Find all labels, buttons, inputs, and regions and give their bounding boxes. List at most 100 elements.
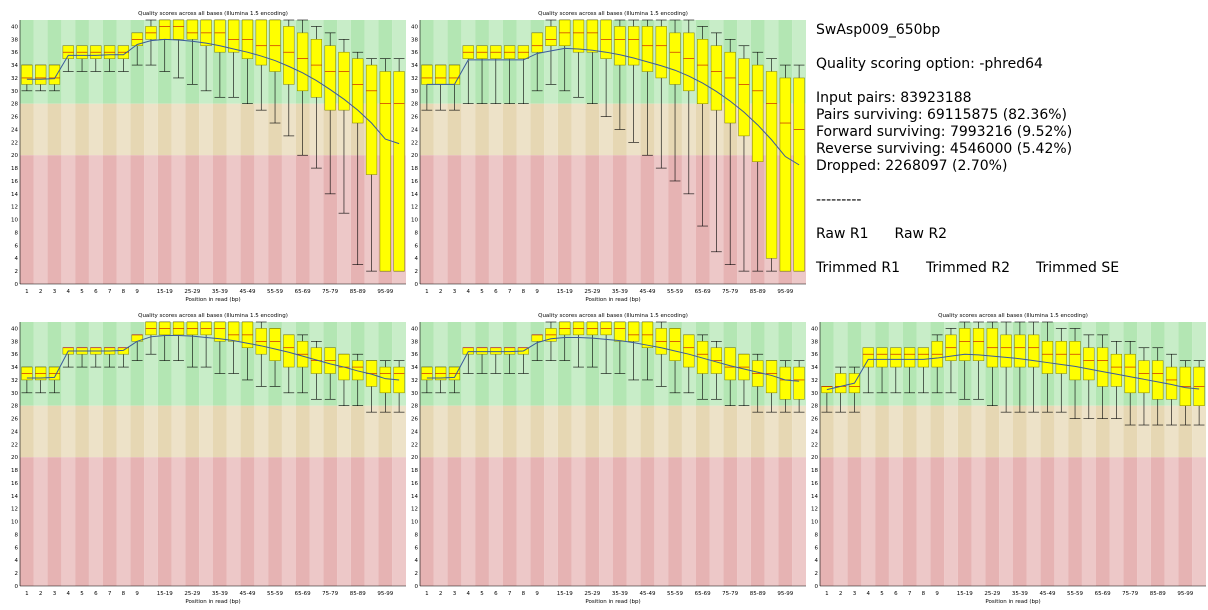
zone-orange-stripe: [1150, 405, 1165, 458]
x-tick-label: 85-89: [750, 591, 766, 597]
zone-red-stripe: [226, 155, 241, 284]
zone-orange-stripe: [378, 405, 393, 458]
zone-orange-stripe: [157, 405, 172, 458]
zone-red-stripe: [323, 457, 338, 586]
y-tick-label: 38: [811, 339, 818, 345]
zone-orange-stripe: [530, 405, 545, 458]
quartile-box: [890, 347, 902, 368]
quartile-box: [1124, 353, 1136, 394]
zone-orange-stripe: [350, 405, 365, 458]
zone-red-stripe: [433, 155, 448, 284]
x-tick-label: 7: [508, 591, 512, 597]
y-tick-label: 0: [815, 584, 819, 590]
x-tick-label: 15-19: [957, 591, 973, 597]
x-tick-label: 2: [839, 591, 843, 597]
zone-orange-stripe: [516, 405, 531, 458]
mean-line: [426, 47, 800, 166]
reverse-surviving: Reverse surviving: 4546000 (5.42%): [816, 141, 1073, 157]
zone-orange-stripe: [930, 405, 945, 458]
y-tick-label: 38: [411, 37, 418, 43]
quartile-box: [352, 58, 364, 124]
zone-orange-stripe: [268, 405, 282, 458]
x-tick-label: 65-69: [295, 289, 311, 295]
y-tick-label: 38: [11, 37, 18, 43]
x-tick-label: 4: [867, 591, 871, 597]
zone-green-stripe: [447, 322, 462, 406]
x-tick-label: 55-59: [267, 289, 283, 295]
zone-orange-stripe: [20, 103, 34, 156]
x-tick-label: 35-39: [212, 591, 228, 597]
y-tick-label: 14: [11, 494, 18, 500]
y-tick-label: 14: [411, 192, 418, 198]
x-tick-label: 25-29: [584, 289, 600, 295]
x-tick-label: 65-69: [695, 289, 711, 295]
y-tick-label: 14: [811, 494, 818, 500]
zone-orange-stripe: [102, 405, 117, 458]
zone-red-stripe: [778, 457, 793, 586]
quartile-box: [1083, 347, 1095, 381]
zone-red-stripe: [144, 457, 158, 586]
x-tick-label: 35-39: [1012, 591, 1028, 597]
sample-name: SwAsp009_650bp: [816, 22, 941, 38]
x-tick-label: 75-79: [322, 289, 338, 295]
summary-panel: SwAsp009_650bp Quality scoring option: -…: [816, 22, 1196, 277]
quartile-box: [752, 64, 764, 162]
zone-green-stripe: [33, 20, 48, 104]
x-tick-label: 15-19: [557, 289, 573, 295]
quartile-box: [1041, 341, 1054, 374]
quartile-box: [1069, 341, 1081, 381]
zone-orange-stripe: [1178, 405, 1193, 458]
y-tick-label: 2: [415, 269, 419, 275]
zone-red-stripe: [1109, 457, 1124, 586]
zone-red-stripe: [295, 155, 310, 284]
y-tick-label: 6: [815, 545, 819, 551]
zone-red-stripe: [144, 155, 158, 284]
zone-orange-stripe: [944, 405, 958, 458]
zone-orange-stripe: [420, 405, 434, 458]
quartile-box: [669, 328, 681, 361]
trimmed-r1-link[interactable]: Trimmed R1: [816, 260, 900, 276]
y-tick-label: 20: [11, 455, 18, 461]
zone-red-stripe: [999, 457, 1013, 586]
zone-orange-stripe: [668, 405, 682, 458]
x-tick-label: 25-29: [584, 591, 600, 597]
y-tick-label: 10: [811, 520, 818, 526]
y-tick-label: 6: [415, 243, 419, 249]
quartile-box: [710, 45, 723, 111]
x-tick-label: 8: [522, 289, 526, 295]
zone-orange-stripe: [999, 405, 1013, 458]
zone-red-stripe: [185, 457, 200, 586]
zone-orange-stripe: [47, 103, 62, 156]
chart-trimmed-se: Quality scores across all bases (Illumin…: [808, 308, 1208, 610]
trimmed-r2-link[interactable]: Trimmed R2: [926, 260, 1010, 276]
trimmed-se-link[interactable]: Trimmed SE: [1036, 260, 1120, 276]
zone-orange-stripe: [902, 405, 917, 458]
x-tick-label: 35-39: [612, 591, 628, 597]
zone-orange-stripe: [88, 405, 103, 458]
quartile-box: [821, 386, 833, 394]
x-tick-label: 9: [535, 591, 539, 597]
raw-r1-link[interactable]: Raw R1: [816, 226, 869, 242]
quartile-box: [310, 39, 323, 98]
quartile-box: [269, 328, 281, 361]
y-tick-label: 36: [811, 352, 818, 358]
y-tick-label: 4: [15, 256, 19, 262]
y-tick-label: 24: [11, 429, 18, 435]
zone-orange-stripe: [447, 405, 462, 458]
x-axis-label: Position in read (bp): [585, 297, 640, 303]
raw-links: Raw R1 Raw R2: [816, 226, 1196, 243]
zone-orange-stripe: [130, 103, 145, 156]
y-tick-label: 12: [11, 507, 18, 513]
raw-r2-link[interactable]: Raw R2: [894, 226, 948, 242]
x-tick-label: 95-99: [1177, 591, 1193, 597]
zone-orange-stripe: [778, 405, 793, 458]
y-tick-label: 26: [811, 417, 818, 423]
x-tick-label: 75-79: [322, 591, 338, 597]
x-tick-label: 6: [94, 289, 98, 295]
y-tick-label: 10: [411, 218, 418, 224]
zone-red-stripe: [888, 457, 903, 586]
y-tick-label: 16: [11, 481, 18, 487]
y-tick-label: 0: [415, 584, 419, 590]
zone-red-stripe: [75, 155, 89, 284]
quartile-box: [669, 32, 681, 85]
